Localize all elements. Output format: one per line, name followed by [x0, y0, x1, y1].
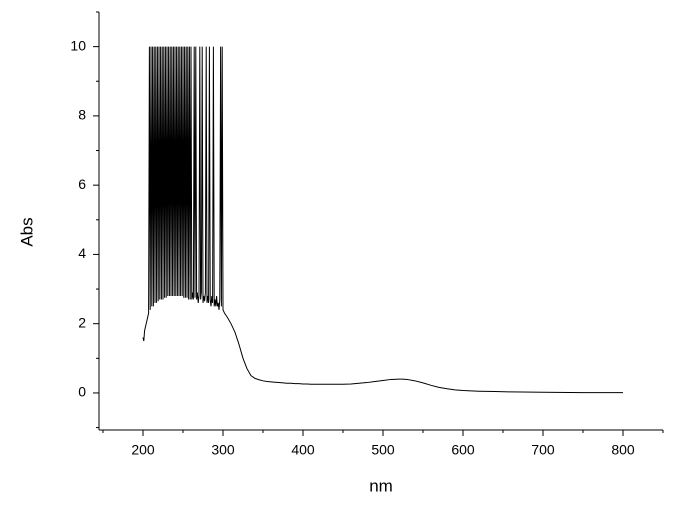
y-tick-label: 6 [78, 176, 86, 192]
x-tick-label: 800 [611, 442, 635, 458]
x-axis-label: nm [369, 476, 393, 495]
y-tick-label: 10 [70, 37, 86, 53]
y-tick-label: 8 [78, 107, 86, 123]
x-tick-label: 200 [131, 442, 155, 458]
x-tick-label: 300 [211, 442, 235, 458]
data-line [142, 46, 623, 394]
x-tick-label: 700 [531, 442, 555, 458]
y-tick-label: 2 [78, 314, 86, 330]
y-tick-label: 0 [78, 384, 86, 400]
x-tick-label: 600 [451, 442, 475, 458]
x-tick-label: 400 [291, 442, 315, 458]
x-tick-label: 500 [371, 442, 395, 458]
y-axis-label: Abs [17, 217, 36, 246]
y-tick-label: 4 [78, 245, 86, 261]
